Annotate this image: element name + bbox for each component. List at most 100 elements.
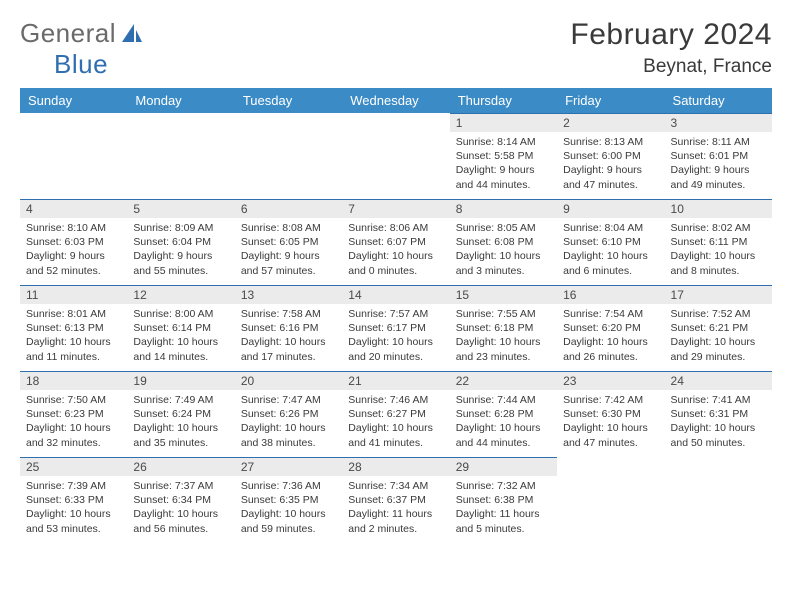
logo-text-general: General (20, 18, 116, 48)
calendar-cell (342, 113, 449, 199)
calendar-cell: 2Sunrise: 8:13 AMSunset: 6:00 PMDaylight… (557, 113, 664, 199)
day-number: 1 (450, 113, 557, 132)
calendar-body: 1Sunrise: 8:14 AMSunset: 5:58 PMDaylight… (20, 113, 772, 543)
day-number: 25 (20, 457, 127, 476)
day-number: 10 (665, 199, 772, 218)
header: General Blue February 2024 Beynat, Franc… (20, 18, 772, 80)
calendar-table: SundayMondayTuesdayWednesdayThursdayFrid… (20, 88, 772, 543)
day-data: Sunrise: 7:42 AMSunset: 6:30 PMDaylight:… (557, 390, 664, 454)
day-data: Sunrise: 8:05 AMSunset: 6:08 PMDaylight:… (450, 218, 557, 282)
calendar-cell: 29Sunrise: 7:32 AMSunset: 6:38 PMDayligh… (450, 457, 557, 543)
calendar-cell: 12Sunrise: 8:00 AMSunset: 6:14 PMDayligh… (127, 285, 234, 371)
day-number: 22 (450, 371, 557, 390)
calendar-row: 18Sunrise: 7:50 AMSunset: 6:23 PMDayligh… (20, 371, 772, 457)
day-number: 28 (342, 457, 449, 476)
day-number: 7 (342, 199, 449, 218)
day-data: Sunrise: 8:10 AMSunset: 6:03 PMDaylight:… (20, 218, 127, 282)
calendar-cell: 23Sunrise: 7:42 AMSunset: 6:30 PMDayligh… (557, 371, 664, 457)
calendar-cell (665, 457, 772, 543)
calendar-cell: 14Sunrise: 7:57 AMSunset: 6:17 PMDayligh… (342, 285, 449, 371)
day-data: Sunrise: 7:50 AMSunset: 6:23 PMDaylight:… (20, 390, 127, 454)
calendar-cell: 11Sunrise: 8:01 AMSunset: 6:13 PMDayligh… (20, 285, 127, 371)
day-data: Sunrise: 8:02 AMSunset: 6:11 PMDaylight:… (665, 218, 772, 282)
day-data: Sunrise: 8:13 AMSunset: 6:00 PMDaylight:… (557, 132, 664, 196)
calendar-row: 4Sunrise: 8:10 AMSunset: 6:03 PMDaylight… (20, 199, 772, 285)
day-number: 23 (557, 371, 664, 390)
calendar-row: 25Sunrise: 7:39 AMSunset: 6:33 PMDayligh… (20, 457, 772, 543)
day-number: 14 (342, 285, 449, 304)
day-data: Sunrise: 8:08 AMSunset: 6:05 PMDaylight:… (235, 218, 342, 282)
calendar-cell: 27Sunrise: 7:36 AMSunset: 6:35 PMDayligh… (235, 457, 342, 543)
calendar-cell: 28Sunrise: 7:34 AMSunset: 6:37 PMDayligh… (342, 457, 449, 543)
day-number: 2 (557, 113, 664, 132)
day-data: Sunrise: 7:55 AMSunset: 6:18 PMDaylight:… (450, 304, 557, 368)
day-data: Sunrise: 8:09 AMSunset: 6:04 PMDaylight:… (127, 218, 234, 282)
day-number: 11 (20, 285, 127, 304)
day-data: Sunrise: 7:58 AMSunset: 6:16 PMDaylight:… (235, 304, 342, 368)
day-number: 12 (127, 285, 234, 304)
calendar-cell: 24Sunrise: 7:41 AMSunset: 6:31 PMDayligh… (665, 371, 772, 457)
day-data: Sunrise: 7:52 AMSunset: 6:21 PMDaylight:… (665, 304, 772, 368)
logo-text-blue: Blue (54, 49, 108, 79)
day-number: 21 (342, 371, 449, 390)
calendar-cell: 18Sunrise: 7:50 AMSunset: 6:23 PMDayligh… (20, 371, 127, 457)
day-number: 6 (235, 199, 342, 218)
calendar-cell: 8Sunrise: 8:05 AMSunset: 6:08 PMDaylight… (450, 199, 557, 285)
calendar-cell: 7Sunrise: 8:06 AMSunset: 6:07 PMDaylight… (342, 199, 449, 285)
day-number: 29 (450, 457, 557, 476)
calendar-cell: 4Sunrise: 8:10 AMSunset: 6:03 PMDaylight… (20, 199, 127, 285)
day-number: 16 (557, 285, 664, 304)
calendar-cell: 21Sunrise: 7:46 AMSunset: 6:27 PMDayligh… (342, 371, 449, 457)
location: Beynat, France (570, 56, 772, 78)
calendar-cell: 10Sunrise: 8:02 AMSunset: 6:11 PMDayligh… (665, 199, 772, 285)
weekday-header: Friday (557, 88, 664, 113)
month-title: February 2024 (570, 18, 772, 52)
calendar-cell: 1Sunrise: 8:14 AMSunset: 5:58 PMDaylight… (450, 113, 557, 199)
day-number: 17 (665, 285, 772, 304)
calendar-row: 1Sunrise: 8:14 AMSunset: 5:58 PMDaylight… (20, 113, 772, 199)
day-data: Sunrise: 8:04 AMSunset: 6:10 PMDaylight:… (557, 218, 664, 282)
day-number: 15 (450, 285, 557, 304)
day-data: Sunrise: 7:32 AMSunset: 6:38 PMDaylight:… (450, 476, 557, 540)
calendar-cell: 20Sunrise: 7:47 AMSunset: 6:26 PMDayligh… (235, 371, 342, 457)
day-data: Sunrise: 7:49 AMSunset: 6:24 PMDaylight:… (127, 390, 234, 454)
day-number: 19 (127, 371, 234, 390)
calendar-cell: 15Sunrise: 7:55 AMSunset: 6:18 PMDayligh… (450, 285, 557, 371)
day-number: 26 (127, 457, 234, 476)
calendar-row: 11Sunrise: 8:01 AMSunset: 6:13 PMDayligh… (20, 285, 772, 371)
calendar-cell: 25Sunrise: 7:39 AMSunset: 6:33 PMDayligh… (20, 457, 127, 543)
weekday-header: Sunday (20, 88, 127, 113)
weekday-header: Saturday (665, 88, 772, 113)
day-data: Sunrise: 8:00 AMSunset: 6:14 PMDaylight:… (127, 304, 234, 368)
day-number: 24 (665, 371, 772, 390)
day-data: Sunrise: 7:34 AMSunset: 6:37 PMDaylight:… (342, 476, 449, 540)
weekday-header: Wednesday (342, 88, 449, 113)
calendar-cell: 9Sunrise: 8:04 AMSunset: 6:10 PMDaylight… (557, 199, 664, 285)
day-number: 3 (665, 113, 772, 132)
day-data: Sunrise: 7:36 AMSunset: 6:35 PMDaylight:… (235, 476, 342, 540)
day-data: Sunrise: 8:06 AMSunset: 6:07 PMDaylight:… (342, 218, 449, 282)
logo-text: General Blue (20, 18, 116, 80)
day-data: Sunrise: 7:46 AMSunset: 6:27 PMDaylight:… (342, 390, 449, 454)
day-number: 18 (20, 371, 127, 390)
day-number: 27 (235, 457, 342, 476)
day-data: Sunrise: 7:41 AMSunset: 6:31 PMDaylight:… (665, 390, 772, 454)
day-data: Sunrise: 7:57 AMSunset: 6:17 PMDaylight:… (342, 304, 449, 368)
calendar-cell (20, 113, 127, 199)
calendar-cell: 13Sunrise: 7:58 AMSunset: 6:16 PMDayligh… (235, 285, 342, 371)
day-number: 8 (450, 199, 557, 218)
day-data: Sunrise: 7:37 AMSunset: 6:34 PMDaylight:… (127, 476, 234, 540)
calendar-cell: 6Sunrise: 8:08 AMSunset: 6:05 PMDaylight… (235, 199, 342, 285)
day-data: Sunrise: 7:39 AMSunset: 6:33 PMDaylight:… (20, 476, 127, 540)
calendar-cell (235, 113, 342, 199)
day-number: 5 (127, 199, 234, 218)
weekday-header: Tuesday (235, 88, 342, 113)
calendar-cell: 22Sunrise: 7:44 AMSunset: 6:28 PMDayligh… (450, 371, 557, 457)
calendar-cell: 5Sunrise: 8:09 AMSunset: 6:04 PMDaylight… (127, 199, 234, 285)
calendar-cell: 16Sunrise: 7:54 AMSunset: 6:20 PMDayligh… (557, 285, 664, 371)
title-block: February 2024 Beynat, France (570, 18, 772, 78)
day-data: Sunrise: 8:01 AMSunset: 6:13 PMDaylight:… (20, 304, 127, 368)
day-data: Sunrise: 7:47 AMSunset: 6:26 PMDaylight:… (235, 390, 342, 454)
day-data: Sunrise: 7:44 AMSunset: 6:28 PMDaylight:… (450, 390, 557, 454)
sail-icon (120, 22, 144, 51)
